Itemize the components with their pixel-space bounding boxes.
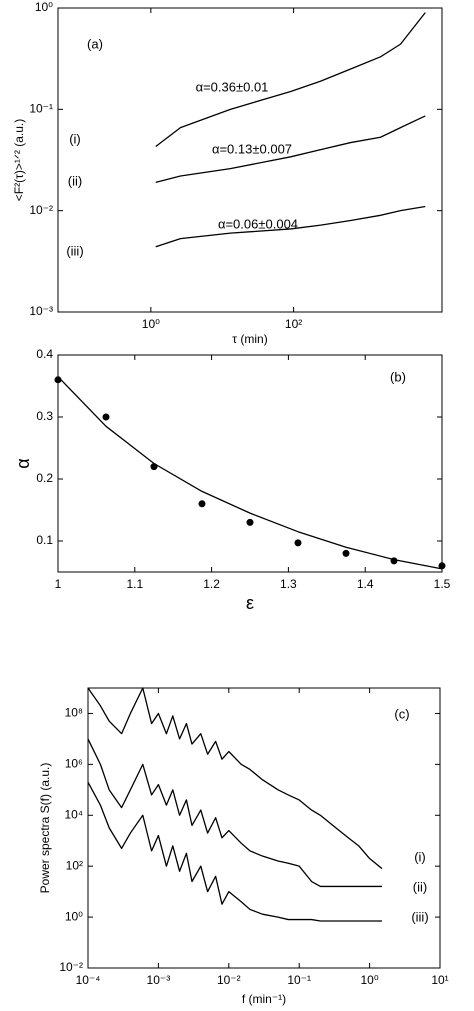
data-point bbox=[102, 413, 110, 421]
data-point bbox=[198, 500, 206, 508]
y-tick-label: 0.3 bbox=[36, 409, 53, 423]
data-line bbox=[155, 115, 426, 184]
y-tick-label: 10⁻² bbox=[29, 203, 53, 217]
data-point bbox=[246, 518, 254, 526]
y-tick-label: 0.1 bbox=[36, 533, 53, 547]
annotation: α=0.06±0.004 bbox=[218, 216, 298, 231]
data-line bbox=[155, 12, 426, 147]
panel-label: (a) bbox=[87, 36, 103, 51]
x-tick-label: 10⁻² bbox=[217, 973, 241, 987]
y-axis-label: α bbox=[13, 458, 33, 468]
x-tick-label: 10¹ bbox=[431, 973, 448, 987]
data-line bbox=[87, 738, 382, 888]
x-tick-label: 1.1 bbox=[126, 577, 143, 591]
x-axis-label: f (min⁻¹) bbox=[242, 992, 286, 1006]
x-axis-label: τ (min) bbox=[232, 332, 267, 346]
data-line bbox=[87, 687, 383, 870]
x-tick-label: 1.3 bbox=[280, 577, 297, 591]
plot-frame bbox=[57, 354, 443, 573]
x-tick-label: 1 bbox=[55, 577, 62, 591]
y-axis-label: Power spectra S(f) (a.u.) bbox=[38, 763, 52, 894]
x-tick-label: 1.5 bbox=[434, 577, 451, 591]
x-tick-label: 1.4 bbox=[357, 577, 374, 591]
x-tick-label: 10⁻¹ bbox=[287, 973, 311, 987]
panel-label: (c) bbox=[394, 706, 409, 721]
x-tick-label: 10² bbox=[285, 317, 302, 331]
y-tick-label: 10⁶ bbox=[65, 757, 83, 771]
annotation: (ii) bbox=[413, 879, 427, 894]
y-tick-label: 10⁻³ bbox=[29, 304, 53, 318]
y-tick-label: 10⁻¹ bbox=[29, 102, 53, 116]
y-tick-label: 10⁰ bbox=[65, 909, 83, 923]
x-tick-label: 10⁻³ bbox=[147, 973, 171, 987]
y-tick-label: 10⁸ bbox=[65, 706, 83, 720]
y-tick-label: 10⁴ bbox=[64, 807, 83, 821]
plot-frame bbox=[87, 687, 441, 969]
y-tick-label: 0.2 bbox=[36, 471, 53, 485]
data-point bbox=[294, 539, 302, 547]
annotation: (iii) bbox=[66, 243, 83, 258]
x-tick-label: 1.2 bbox=[203, 577, 220, 591]
x-tick-label: 10⁰ bbox=[142, 317, 160, 331]
annotation: (i) bbox=[69, 131, 81, 146]
y-tick-label: 10² bbox=[66, 858, 83, 872]
annotation: (iii) bbox=[411, 909, 428, 924]
x-axis-label: ε bbox=[246, 593, 254, 613]
data-line bbox=[57, 376, 443, 570]
data-point bbox=[342, 549, 350, 557]
data-line bbox=[155, 205, 426, 248]
annotation: α=0.36±0.01 bbox=[196, 79, 269, 94]
x-tick-label: 10⁰ bbox=[361, 973, 379, 987]
annotation: (i) bbox=[414, 849, 426, 864]
y-tick-label: 0.4 bbox=[36, 347, 53, 361]
panel-label: (b) bbox=[390, 369, 406, 384]
y-tick-label: 10⁻² bbox=[59, 960, 83, 974]
data-line bbox=[87, 781, 382, 922]
y-axis-label: <F²(τ)>¹ᐟ² (a.u.) bbox=[12, 119, 26, 202]
annotation: α=0.13±0.007 bbox=[212, 141, 292, 156]
data-point bbox=[438, 562, 446, 570]
y-tick-label: 10⁰ bbox=[35, 0, 53, 14]
plot-frame bbox=[57, 7, 443, 313]
annotation: (ii) bbox=[68, 173, 82, 188]
x-tick-label: 10⁻⁴ bbox=[76, 973, 101, 987]
